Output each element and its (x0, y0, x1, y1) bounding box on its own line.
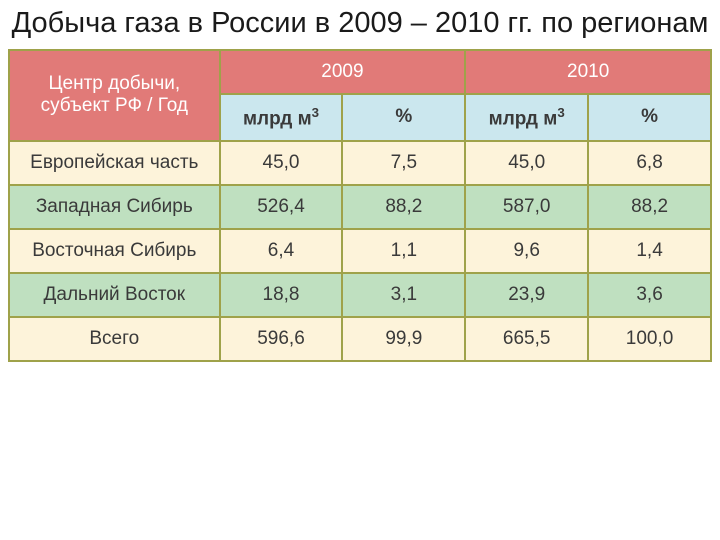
row-label: Всего (9, 317, 220, 361)
table-body: Европейская часть45,07,545,06,8Западная … (9, 141, 711, 361)
header-row-1: Центр добычи, субъект РФ / Год 2009 2010 (9, 50, 711, 94)
cell: 88,2 (342, 185, 465, 229)
page-title: Добыча газа в России в 2009 – 2010 гг. п… (0, 0, 720, 49)
cell: 3,1 (342, 273, 465, 317)
subheader-3: % (588, 94, 711, 141)
cell: 596,6 (220, 317, 343, 361)
cell: 99,9 (342, 317, 465, 361)
row-label: Восточная Сибирь (9, 229, 220, 273)
cell: 45,0 (220, 141, 343, 185)
header-year-2010: 2010 (465, 50, 711, 94)
row-label: Дальний Восток (9, 273, 220, 317)
table-row: Западная Сибирь526,488,2587,088,2 (9, 185, 711, 229)
cell: 23,9 (465, 273, 588, 317)
subheader-2: млрд м3 (465, 94, 588, 141)
cell: 526,4 (220, 185, 343, 229)
cell: 3,6 (588, 273, 711, 317)
header-year-2009: 2009 (220, 50, 466, 94)
cell: 100,0 (588, 317, 711, 361)
cell: 9,6 (465, 229, 588, 273)
cell: 18,8 (220, 273, 343, 317)
cell: 1,1 (342, 229, 465, 273)
cell: 45,0 (465, 141, 588, 185)
subheader-0: млрд м3 (220, 94, 343, 141)
cell: 7,5 (342, 141, 465, 185)
row-label: Европейская часть (9, 141, 220, 185)
header-rowlabel: Центр добычи, субъект РФ / Год (9, 50, 220, 141)
cell: 6,8 (588, 141, 711, 185)
subheader-1: % (342, 94, 465, 141)
row-label: Западная Сибирь (9, 185, 220, 229)
cell: 88,2 (588, 185, 711, 229)
table-row: Европейская часть45,07,545,06,8 (9, 141, 711, 185)
table-row: Дальний Восток18,83,123,93,6 (9, 273, 711, 317)
gas-table: Центр добычи, субъект РФ / Год 2009 2010… (8, 49, 712, 362)
table-row: Всего596,699,9665,5100,0 (9, 317, 711, 361)
table-container: Центр добычи, субъект РФ / Год 2009 2010… (0, 49, 720, 362)
cell: 6,4 (220, 229, 343, 273)
cell: 1,4 (588, 229, 711, 273)
table-row: Восточная Сибирь6,41,19,61,4 (9, 229, 711, 273)
cell: 587,0 (465, 185, 588, 229)
cell: 665,5 (465, 317, 588, 361)
